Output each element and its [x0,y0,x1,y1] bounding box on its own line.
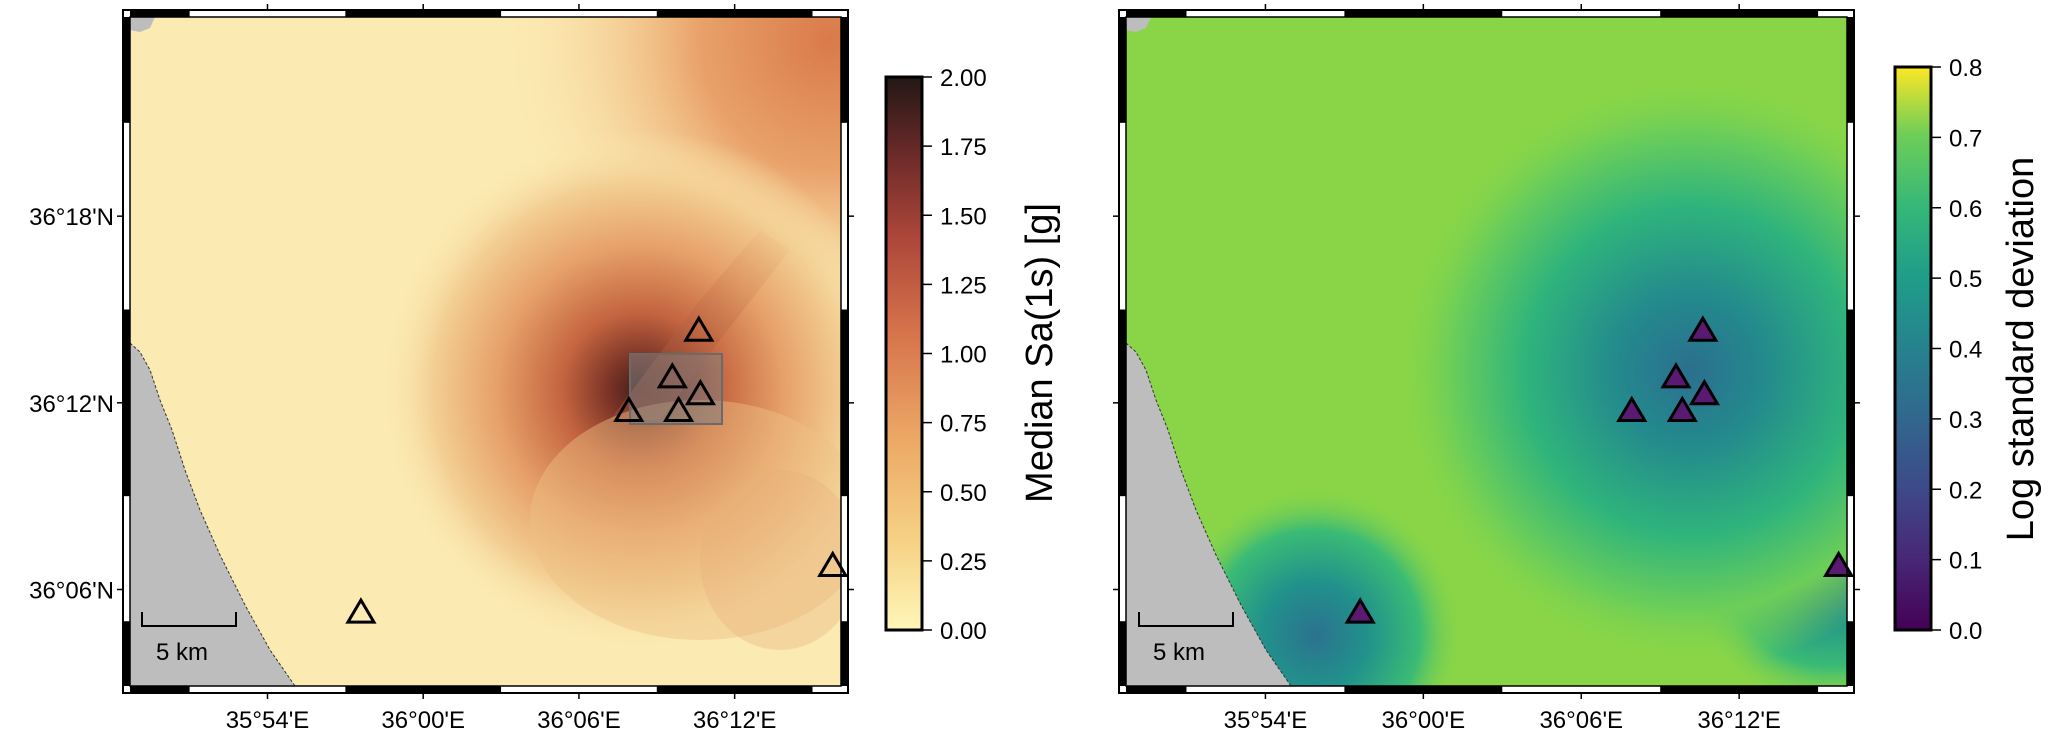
highlight-box [629,353,723,425]
colorbar-tick-label: 0.3 [1949,407,1982,434]
colorbar-tick-label: 1.75 [940,134,987,161]
colorbar-tick-label: 0.6 [1949,196,1982,223]
lon-tick-label: 36°06'E [1539,707,1623,729]
colorbar-tick-label: 0.25 [940,549,987,576]
lon-tick-label: 36°00'E [1382,707,1466,729]
scale-bar-label: 5 km [1153,639,1205,666]
station-triangle [345,597,377,624]
station-triangle [1666,395,1698,423]
colorbar-ramp [1893,65,1933,632]
station-triangle [1688,378,1721,406]
colorbar-tick-label: 0.5 [1949,266,1982,293]
station-triangle [684,378,717,406]
lon-tick-label: 36°12'E [1697,707,1781,729]
colorbar-tick-label: 0.1 [1949,548,1982,575]
sea-area [1126,342,1292,686]
station-triangle [613,395,645,423]
colorbar-tick-label: 0.75 [940,411,987,438]
colorbar-tick-label: 0.4 [1949,337,1982,364]
scale-bar-label: 5 km [156,639,208,666]
colorbar-tick-label: 1.25 [940,272,987,299]
colorbar-tick-label: 0.50 [940,480,987,507]
colorbar-tick-label: 1.50 [940,203,987,230]
median-field [130,17,841,686]
colorbar-tick-label: 0.2 [1949,477,1982,504]
station-triangle [1616,395,1648,423]
colorbar-tick-label: 0.7 [1949,125,1982,152]
lat-tick-label: 36°18'N [29,204,114,231]
station-triangle [817,550,849,577]
lon-tick-label: 35°54'E [226,707,310,729]
station-triangle [1660,361,1692,389]
colorbar-ramp [884,75,924,632]
std-field [1126,17,1847,686]
colorbar-tick-label: 2.00 [940,65,987,92]
colorbar-tick-label: 0.00 [940,618,987,645]
colorbar-ticks: 0.0 0.1 0.2 0.3 0.4 0.5 0.6 0.7 0.8 [1931,55,1982,645]
lat-tick-label: 36°12'N [29,391,114,418]
station-triangle [1344,597,1376,624]
colorbar-ticks: 0.00 0.25 0.50 0.75 1.00 1.25 1.50 1.75 2.00 [922,65,987,645]
scale-bar: 5 km [141,612,237,666]
median-map: 35°54'E 36°00'E 36°06'E 36°12'E 36°18'N 36°12… [29,4,854,729]
map-frame: 35°54'E 36°00'E 36°06'E 36°12'E [1113,4,1860,729]
colorbar-title: Log standard deviation [2000,157,2042,542]
station-triangle [1823,550,1855,577]
stations-layer [1344,315,1855,624]
median-colorbar: 0.00 0.25 0.50 0.75 1.00 1.25 1.50 1.75 2.00 Med… [884,65,1061,645]
station-triangle [662,395,695,423]
stations-layer [345,315,849,624]
station-triangle [1687,315,1719,342]
lon-tick-label: 36°12'E [693,707,777,729]
lon-tick-label: 36°00'E [381,707,465,729]
lon-tick-label: 36°06'E [537,707,621,729]
sea-area-top [1126,17,1151,32]
colorbar-tick-label: 1.00 [940,342,987,369]
lat-tick-label: 36°06'N [29,577,114,604]
colorbar-tick-label: 0.8 [1949,55,1982,82]
map-frame: 35°54'E 36°00'E 36°06'E 36°12'E 36°18'N 36°12… [29,4,854,729]
sea-area [130,342,296,686]
std-map: 35°54'E 36°00'E 36°06'E 36°12'E 5 km [1113,4,1860,729]
station-triangle [656,361,688,389]
station-triangle [683,315,715,342]
std-colorbar: 0.0 0.1 0.2 0.3 0.4 0.5 0.6 0.7 0.8 Log standard… [1893,55,2042,645]
scale-bar: 5 km [1138,612,1234,666]
lon-tick-label: 35°54'E [1224,707,1308,729]
colorbar-title: Median Sa(1s) [g] [1019,203,1061,503]
colorbar-tick-label: 0.0 [1949,618,1982,645]
sea-area-top [130,17,155,32]
